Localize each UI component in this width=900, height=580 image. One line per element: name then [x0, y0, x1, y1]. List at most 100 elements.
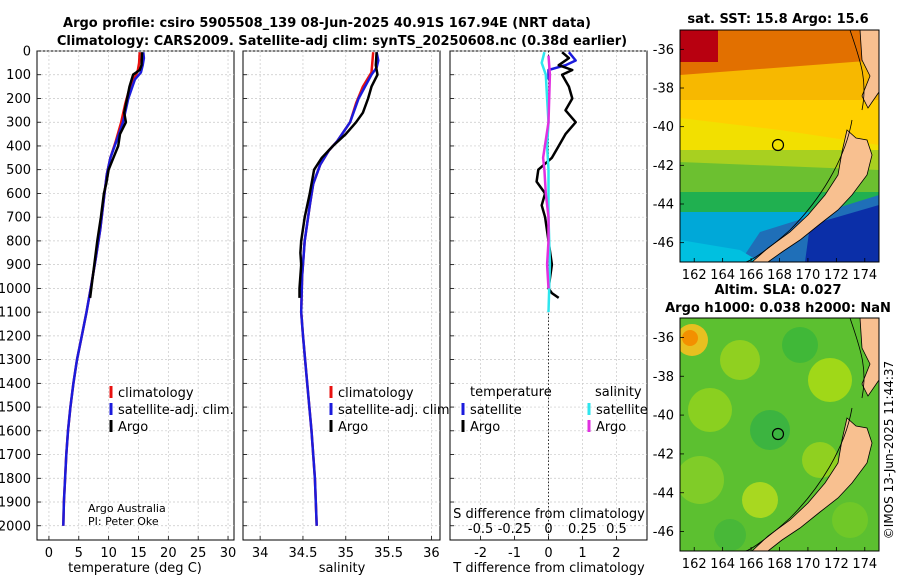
temperature-ticks: 0100200300400500600700800900100011001200… [0, 45, 236, 562]
legend-label-climatology: climatology [118, 386, 194, 401]
map-xtick-label: 172 [824, 268, 849, 283]
ytick-label: 2000 [0, 519, 31, 534]
ytick-label: 1000 [0, 282, 31, 297]
xtick-label: 1 [578, 546, 586, 561]
ytick-label: 400 [6, 139, 31, 154]
map-xtick-label: 172 [824, 557, 849, 572]
series-line-satellite-adj-clim- [299, 51, 380, 526]
ytick-label: 500 [6, 163, 31, 178]
legend-title-temperature: temperature [470, 385, 552, 400]
legend-label-argo: Argo [118, 420, 148, 435]
map-ytick-label: -40 [653, 120, 674, 135]
salinity-ticks: 34 34.5 35 35.5 36 [243, 50, 440, 561]
xtick-label: -1 [508, 546, 521, 561]
figure-title-line1: Argo profile: csiro 5905508_139 08-Jun-2… [63, 16, 591, 31]
series-line-salinity-argo [541, 55, 552, 289]
map-ytick-label: -36 [653, 331, 674, 346]
s-difference-label: S difference from climatology [453, 507, 645, 522]
salinity-legend: climatology satellite-adj. clim. Argo [329, 386, 454, 435]
sla-map-panel: Altim. SLA: 0.027 Argo h1000: 0.038 h200… [653, 283, 891, 572]
map-xtick-label: 164 [710, 268, 735, 283]
xtick-label: 20 [160, 546, 177, 561]
map-xtick-label: 174 [852, 268, 877, 283]
map-xtick-label: 164 [710, 557, 735, 572]
map-xtick-label: 166 [739, 268, 764, 283]
xtick-label: 2 [612, 546, 620, 561]
figure-title-line2: Climatology: CARS2009. Satellite-adj cli… [57, 34, 627, 49]
difference-panel: -2 -1 0 1 2 -0.5 -0.25 0 0.25 0.5 T difference fr… [449, 50, 648, 576]
sst-map-ticks: 162 164 166 168 170 172 174 -36 -38 -40 -42 -44 -46 [653, 43, 877, 283]
sst-map-title: sat. SST: 15.8 Argo: 15.6 [687, 12, 868, 27]
xtick-label: -2 [474, 546, 487, 561]
salinity-lines [298, 51, 380, 526]
ytick-label: 1100 [0, 306, 31, 321]
salinity-axes-frame [242, 50, 441, 541]
salinity-grid [243, 50, 440, 540]
map-ytick-label: -44 [653, 486, 674, 501]
map-xtick-label: 170 [796, 268, 821, 283]
map-ytick-label: -42 [653, 447, 674, 462]
sla-map-title-line1: Altim. SLA: 0.027 [715, 283, 842, 298]
legend-label-s-argo: Argo [596, 420, 626, 435]
map-xtick-label: 162 [682, 268, 707, 283]
temperature-legend: climatology satellite-adj. clim. Argo [109, 386, 234, 435]
salinity-legend-label-argo: Argo [338, 420, 368, 435]
ytick-label: 800 [6, 234, 31, 249]
salinity-legend-label-satellite-adj: satellite-adj. clim. [338, 403, 454, 418]
salinity-xlabel: salinity [319, 561, 366, 576]
map-ytick-label: -42 [653, 159, 674, 174]
map-xtick-label: 168 [767, 557, 792, 572]
map-ytick-label: -38 [653, 370, 674, 385]
map-ytick-label: -40 [653, 409, 674, 424]
t-difference-xlabel: T difference from climatology [452, 561, 645, 576]
s-xtick-label: -0.5 [468, 522, 493, 537]
xtick-label: 15 [130, 546, 147, 561]
ytick-label: 1300 [0, 353, 31, 368]
legend-label-s-satellite: satellite [596, 403, 648, 418]
credit-line2: PI: Peter Oke [88, 515, 159, 528]
ytick-label: 300 [6, 116, 31, 131]
sst-map-panel: sat. SST: 15.8 Argo: 15.6 162 164 166 168 17… [653, 12, 880, 283]
legend-label-satellite-adj: satellite-adj. clim. [118, 403, 234, 418]
credit-line1: Argo Australia [88, 502, 166, 515]
timestamp-stamp: ©IMOS 13-Jun-2025 11:44:37 [882, 361, 896, 539]
ytick-label: 0 [23, 45, 31, 60]
xtick-label: 0 [45, 546, 53, 561]
s-xtick-label: 0 [544, 522, 552, 537]
ytick-label: 1200 [0, 329, 31, 344]
ytick-label: 200 [6, 92, 31, 107]
sst-argo-marker [771, 138, 785, 152]
s-xtick-label: 0.25 [568, 522, 597, 537]
difference-ticks: -2 -1 0 1 2 -0.5 -0.25 0 0.25 0.5 [450, 50, 627, 561]
ytick-label: 900 [6, 258, 31, 273]
salinity-legend-label-climatology: climatology [338, 386, 414, 401]
xtick-label: 36 [423, 546, 440, 561]
map-ytick-label: -44 [653, 198, 674, 213]
xtick-label: 0 [544, 546, 552, 561]
temperature-axes-frame [36, 50, 235, 541]
ytick-label: 1400 [0, 377, 31, 392]
temperature-lines [62, 52, 146, 526]
map-xtick-label: 166 [739, 557, 764, 572]
xtick-label: 35 [338, 546, 355, 561]
xtick-label: 5 [75, 546, 83, 561]
series-line-temperature-satellite [547, 51, 577, 80]
ytick-label: 1600 [0, 424, 31, 439]
difference-lines [535, 51, 577, 313]
map-ytick-label: -46 [653, 236, 674, 251]
ytick-label: 600 [6, 187, 31, 202]
xtick-label: 34.5 [288, 546, 317, 561]
map-ytick-label: -46 [653, 525, 674, 540]
map-xtick-label: 170 [796, 557, 821, 572]
legend-label-t-argo: Argo [470, 420, 500, 435]
ytick-label: 1500 [0, 401, 31, 416]
xtick-label: 30 [220, 546, 237, 561]
series-line-argo [88, 52, 144, 299]
map-xtick-label: 174 [852, 557, 877, 572]
s-xtick-label: 0.5 [606, 522, 627, 537]
xtick-label: 34 [252, 546, 269, 561]
legend-label-t-satellite: satellite [470, 403, 522, 418]
map-ytick-label: -38 [653, 82, 674, 97]
sst-map-field [680, 30, 879, 262]
map-ytick-label: -36 [653, 43, 674, 58]
